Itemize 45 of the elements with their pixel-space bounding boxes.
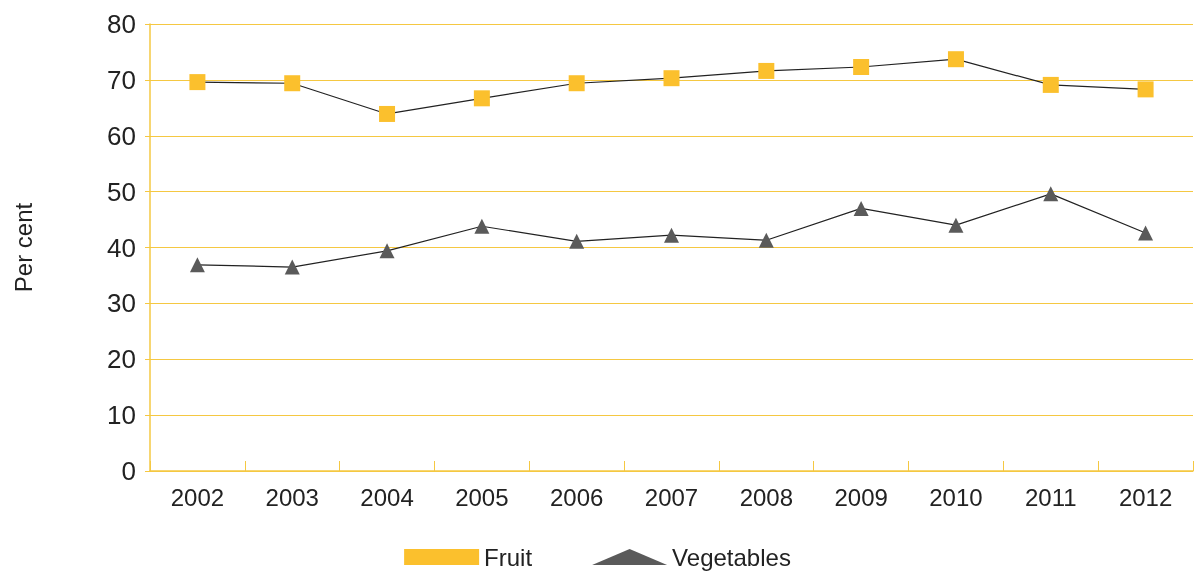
legend-label: Vegetables	[672, 543, 791, 571]
x-tick-label: 2003	[265, 483, 319, 511]
y-tick-label: 60	[107, 120, 136, 151]
y-tick-label: 70	[107, 64, 136, 95]
point	[379, 243, 395, 259]
point	[758, 232, 774, 248]
x-tick-label: 2004	[360, 483, 414, 511]
point	[569, 233, 585, 249]
y-axis-title: Per cent	[9, 202, 37, 293]
point	[758, 62, 775, 79]
point	[284, 259, 300, 275]
x-tick-label: 2010	[929, 483, 983, 511]
point	[189, 257, 205, 273]
point	[853, 200, 869, 216]
point	[663, 70, 680, 87]
point	[947, 51, 964, 68]
y-tick-label: 50	[107, 176, 136, 207]
point	[853, 59, 870, 76]
x-tick-label: 2008	[739, 483, 794, 511]
point	[473, 90, 490, 107]
y-tick-label: 80	[107, 9, 136, 39]
y-tick-label: 20	[107, 344, 136, 375]
point	[1043, 186, 1059, 202]
x-tick-label: 2006	[549, 483, 604, 511]
x-tick-label: 2007	[644, 483, 699, 511]
x-tick-label: 2005	[455, 483, 509, 511]
y-tick-label: 0	[121, 456, 136, 486]
point	[664, 227, 679, 243]
x-tick-label: 2002	[170, 483, 225, 511]
y-tick-label: 40	[107, 232, 136, 263]
point	[379, 105, 396, 122]
point	[1042, 76, 1059, 93]
point	[568, 75, 585, 92]
legend-label: Fruit	[484, 543, 533, 571]
point	[474, 218, 490, 234]
x-tick-label: 2011	[1024, 483, 1077, 511]
y-tick-label: 10	[107, 400, 136, 431]
point	[189, 74, 206, 91]
point	[284, 75, 301, 92]
point	[948, 217, 964, 233]
point	[1137, 81, 1154, 98]
x-tick-label: 2012	[1118, 483, 1173, 511]
y-tick-label: 30	[107, 288, 136, 319]
point	[1138, 225, 1154, 241]
x-tick-label: 2009	[834, 483, 888, 511]
